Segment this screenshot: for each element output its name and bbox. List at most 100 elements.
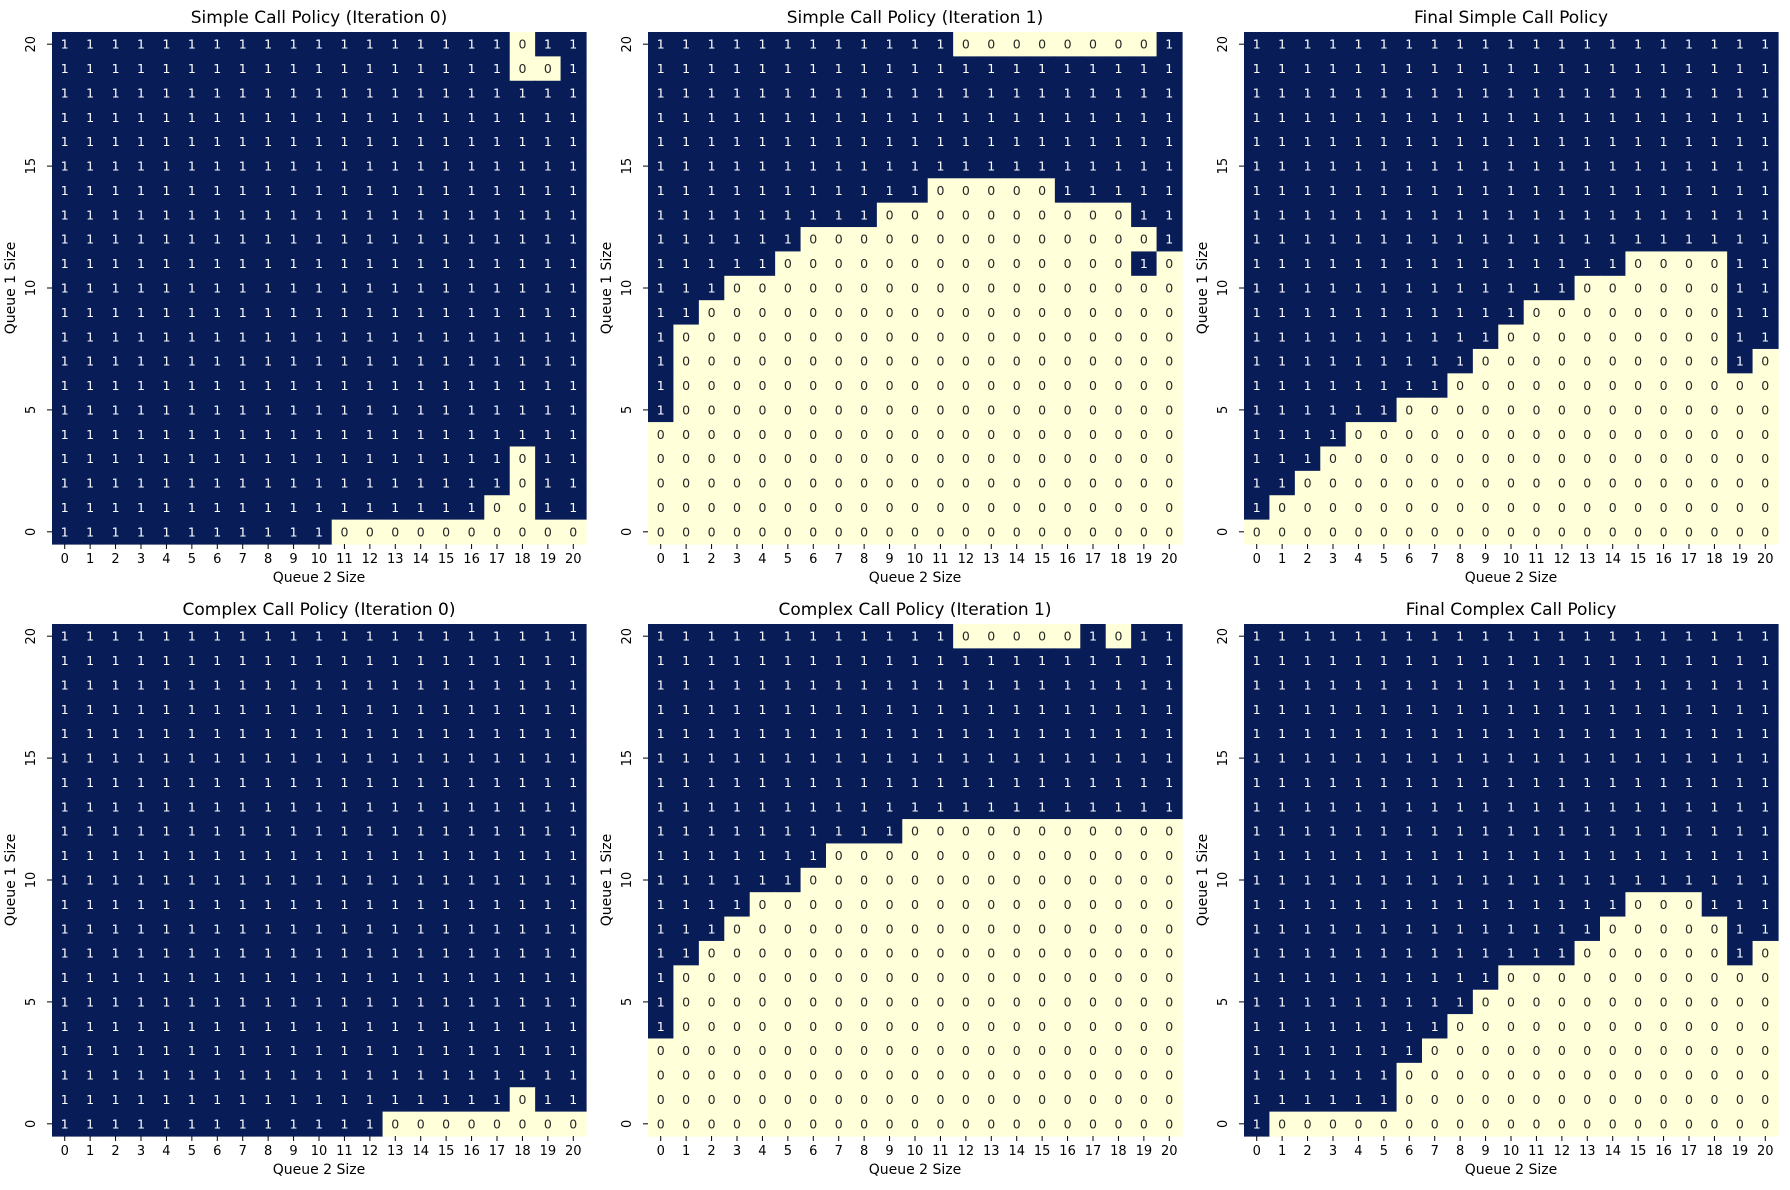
cell-value-label: 0 (809, 1068, 817, 1083)
cell-value-label: 1 (188, 873, 196, 888)
cell-value-label: 1 (239, 256, 247, 271)
cell-value-label: 0 (733, 451, 741, 466)
cell-value-label: 1 (936, 134, 944, 149)
heatmap-cell (509, 32, 536, 57)
x-tick-label: 15 (438, 552, 455, 567)
heatmap-cell (52, 32, 79, 57)
cell-value-label: 1 (1558, 751, 1566, 766)
cell-value-label: 1 (86, 848, 94, 863)
cell-value-label: 1 (1064, 183, 1072, 198)
cell-value-label: 1 (264, 524, 272, 539)
cell-value-label: 0 (733, 402, 741, 417)
heatmap-cell (128, 80, 155, 106)
cell-value-label: 1 (569, 37, 577, 52)
cell-value-label: 0 (1140, 329, 1148, 344)
cell-value-label: 1 (417, 134, 425, 149)
cell-value-label: 1 (569, 970, 577, 985)
cell-value-label: 0 (758, 427, 766, 442)
cell-value-label: 1 (468, 897, 476, 912)
cell-value-label: 0 (1089, 427, 1097, 442)
cell-value-label: 1 (315, 677, 323, 692)
cell-value-label: 1 (213, 110, 221, 125)
heatmap-cell (306, 153, 333, 179)
cell-value-label: 0 (518, 451, 526, 466)
cell-value-label: 1 (1278, 183, 1286, 198)
heatmap-cell (77, 80, 104, 106)
cell-value-label: 1 (86, 402, 94, 417)
cell-value-label: 1 (1253, 451, 1261, 466)
cell-value-label: 0 (1660, 378, 1668, 393)
cell-value-label: 1 (112, 354, 120, 369)
cell-value-label: 0 (1089, 329, 1097, 344)
cell-value-label: 1 (264, 677, 272, 692)
heatmap-cell (255, 178, 282, 204)
cell-value-label: 1 (366, 946, 374, 961)
cell-value-label: 1 (162, 427, 170, 442)
cell-value-label: 1 (137, 677, 145, 692)
cell-value-label: 0 (468, 1116, 476, 1131)
cell-value-label: 1 (162, 37, 170, 52)
x-tick-label: 17 (1085, 552, 1102, 567)
cell-value-label: 1 (1736, 183, 1744, 198)
cell-value-label: 1 (860, 183, 868, 198)
x-tick-label: 1 (86, 552, 94, 567)
cell-value-label: 1 (1761, 702, 1769, 717)
cell-value-label: 0 (987, 629, 995, 644)
cell-value-label: 1 (417, 897, 425, 912)
cell-value-label: 0 (1013, 1092, 1021, 1107)
cell-value-label: 1 (962, 702, 970, 717)
heatmap-cell (128, 56, 155, 82)
cell-value-label: 1 (886, 677, 894, 692)
cell-value-label: 0 (1140, 1116, 1148, 1131)
cell-value-label: 1 (1558, 61, 1566, 76)
cell-value-label: 0 (1165, 305, 1173, 320)
cell-value-label: 1 (544, 702, 552, 717)
cell-value-label: 1 (391, 1068, 399, 1083)
cell-value-label: 1 (1013, 775, 1021, 790)
cell-value-label: 0 (962, 256, 970, 271)
cell-value-label: 1 (239, 110, 247, 125)
cell-value-label: 1 (162, 1116, 170, 1131)
x-axis-label: Queue 2 Size (869, 1162, 962, 1178)
cell-value-label: 0 (1038, 476, 1046, 491)
x-tick-label: 3 (137, 552, 145, 567)
cell-value-label: 0 (733, 476, 741, 491)
cell-value-label: 1 (239, 305, 247, 320)
y-axis-label: Queue 1 Size (599, 242, 615, 335)
cell-value-label: 1 (1583, 207, 1591, 222)
cell-value-label: 0 (809, 994, 817, 1009)
cell-value-label: 1 (264, 159, 272, 174)
cell-value-label: 0 (860, 1092, 868, 1107)
cell-value-label: 1 (1558, 110, 1566, 125)
cell-value-label: 1 (86, 305, 94, 320)
cell-value-label: 1 (1583, 85, 1591, 100)
cell-value-label: 1 (86, 653, 94, 668)
cell-value-label: 1 (442, 848, 450, 863)
cell-value-label: 1 (391, 824, 399, 839)
cell-value-label: 1 (1761, 85, 1769, 100)
cell-value-label: 1 (835, 677, 843, 692)
cell-value-label: 1 (468, 329, 476, 344)
x-tick-label: 9 (1481, 552, 1489, 567)
cell-value-label: 0 (1064, 378, 1072, 393)
cell-value-label: 1 (569, 183, 577, 198)
cell-value-label: 1 (391, 281, 399, 296)
cell-value-label: 1 (809, 183, 817, 198)
cell-value-label: 0 (1710, 305, 1718, 320)
cell-value-label: 1 (137, 207, 145, 222)
heatmap-cell (535, 129, 562, 155)
cell-value-label: 0 (1660, 402, 1668, 417)
cell-value-label: 0 (835, 994, 843, 1009)
cell-value-label: 1 (1736, 37, 1744, 52)
cell-value-label: 0 (758, 1116, 766, 1131)
cell-value-label: 0 (1089, 256, 1097, 271)
cell-value-label: 0 (1165, 281, 1173, 296)
x-tick-label: 18 (514, 1144, 531, 1159)
cell-value-label: 1 (239, 1092, 247, 1107)
cell-value-label: 0 (835, 500, 843, 515)
heatmap-cell (153, 56, 180, 82)
cell-value-label: 1 (188, 500, 196, 515)
cell-value-label: 1 (1507, 751, 1515, 766)
cell-value-label: 0 (835, 427, 843, 442)
cell-value-label: 1 (544, 354, 552, 369)
